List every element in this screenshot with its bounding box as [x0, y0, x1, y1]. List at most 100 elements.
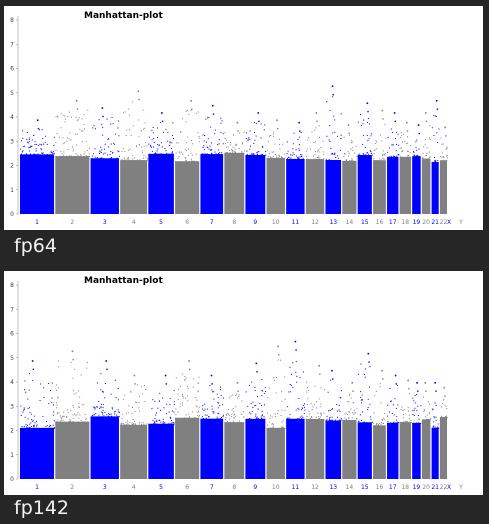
snp-point: [260, 154, 262, 156]
snp-point: [417, 155, 419, 157]
snp-point: [369, 403, 371, 405]
snp-point: [60, 151, 62, 153]
snp-point: [134, 383, 136, 385]
x-tick-label: 16: [376, 219, 384, 226]
snp-point: [329, 160, 331, 161]
snp-point: [164, 148, 166, 150]
snp-peak-point: [105, 360, 108, 362]
snp-point: [106, 414, 108, 416]
snp-point: [71, 155, 73, 157]
snp-point: [362, 123, 364, 125]
snp-point: [241, 151, 243, 153]
snp-point: [320, 387, 322, 389]
snp-point: [414, 395, 416, 397]
snp-point: [401, 150, 403, 152]
x-tick-label: 1: [35, 219, 39, 226]
snp-point: [118, 135, 120, 137]
snp-point: [99, 407, 101, 409]
snp-point: [48, 382, 49, 384]
snp-point: [102, 158, 104, 160]
snp-point: [78, 421, 79, 423]
snp-point: [184, 379, 186, 381]
snp-point: [414, 155, 416, 157]
snp-point: [379, 383, 381, 385]
snp-point: [289, 391, 291, 393]
snp-point: [138, 143, 140, 145]
snp-point: [178, 388, 180, 390]
snp-peak-point: [75, 100, 78, 102]
snp-point: [205, 141, 207, 143]
snp-point: [206, 154, 208, 156]
snp-point: [344, 420, 346, 421]
snp-point: [194, 417, 196, 419]
snp-point: [59, 415, 61, 417]
snp-point: [80, 419, 82, 421]
snp-point: [102, 134, 104, 136]
snp-point: [270, 157, 272, 159]
snp-point: [364, 376, 366, 378]
snp-point: [415, 141, 417, 143]
snp-point: [269, 135, 271, 137]
snp-point: [229, 397, 231, 399]
snp-point: [122, 423, 124, 425]
snp-point: [273, 131, 275, 133]
snp-point: [63, 151, 65, 153]
snp-point: [256, 416, 258, 418]
chromosome-band: [90, 158, 119, 214]
chromosome-band: [305, 418, 325, 479]
snp-point: [38, 129, 40, 131]
snp-point: [399, 155, 401, 157]
snp-point: [363, 119, 365, 121]
snp-point: [371, 421, 373, 423]
snp-point: [437, 142, 439, 144]
snp-point: [264, 418, 266, 420]
snp-point: [446, 147, 448, 149]
snp-point: [127, 422, 129, 424]
snp-point: [55, 149, 57, 151]
snp-point: [408, 155, 410, 157]
snp-point: [133, 420, 135, 422]
snp-point: [277, 359, 279, 361]
snp-point: [177, 411, 179, 413]
snp-point: [366, 422, 368, 424]
snp-point: [282, 425, 284, 427]
snp-peak-point: [435, 100, 438, 102]
snp-point: [371, 154, 373, 156]
snp-point: [410, 420, 412, 422]
snp-point: [348, 401, 350, 403]
snp-peak-point: [331, 85, 334, 88]
snp-point: [165, 383, 167, 385]
snp-point: [143, 154, 145, 156]
snp-point: [224, 422, 226, 424]
chromosome-band: [148, 423, 174, 479]
snp-point: [347, 414, 349, 416]
snp-point: [72, 377, 74, 379]
snp-point: [402, 141, 404, 143]
snp-point: [266, 424, 268, 426]
chromosome-band: [373, 425, 386, 479]
snp-point: [370, 152, 372, 154]
snp-point: [112, 123, 114, 125]
y-tick-label: 6: [10, 66, 14, 73]
snp-point: [255, 415, 257, 417]
chromosome-band: [305, 159, 325, 214]
snp-point: [353, 160, 355, 162]
snp-point: [314, 404, 316, 406]
snp-point: [21, 151, 23, 153]
snp-point: [170, 417, 172, 419]
snp-point: [63, 156, 65, 158]
snp-point: [321, 414, 323, 416]
snp-point: [211, 383, 213, 385]
snp-point: [169, 397, 171, 399]
snp-point: [436, 427, 438, 429]
snp-point: [332, 153, 334, 155]
snp-point: [22, 150, 24, 152]
x-tick-label: 9: [253, 484, 257, 491]
snp-point: [213, 398, 215, 400]
snp-point: [212, 391, 214, 393]
snp-point: [340, 134, 342, 136]
snp-point: [396, 384, 398, 386]
snp-point: [197, 390, 199, 392]
snp-point: [179, 385, 181, 387]
